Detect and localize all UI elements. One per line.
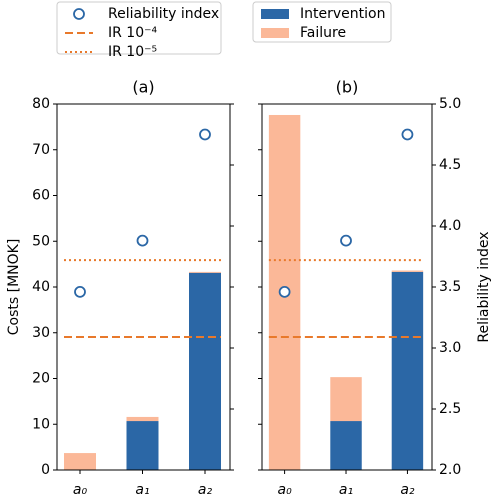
x-tick-label: a₁ bbox=[339, 482, 353, 498]
legend-patch bbox=[261, 9, 289, 19]
y2-tick-label: 4.5 bbox=[439, 157, 461, 173]
y-tick-label: 40 bbox=[32, 279, 50, 295]
panel-title: (a) bbox=[132, 78, 154, 97]
x-tick-label: a₂ bbox=[198, 482, 213, 498]
bar-segment bbox=[126, 421, 159, 470]
x-tick-label: a₁ bbox=[135, 482, 149, 498]
y-tick-label: 80 bbox=[32, 96, 50, 112]
bar-segment bbox=[330, 421, 362, 470]
bar-segment bbox=[391, 271, 424, 470]
legend-patch bbox=[261, 28, 289, 38]
y-tick-label: 70 bbox=[32, 142, 50, 158]
legend-marker bbox=[73, 8, 85, 20]
x-tick-label: a₀ bbox=[277, 482, 292, 498]
scatter-point bbox=[278, 285, 291, 298]
legend-label: IR 10⁻⁵ bbox=[108, 44, 157, 60]
y2-tick-label: 3.5 bbox=[439, 279, 461, 295]
scatter-point bbox=[340, 234, 352, 247]
legend-label: Intervention bbox=[300, 6, 385, 22]
y2-tick-label: 2.0 bbox=[439, 462, 461, 478]
plot-frame bbox=[56, 103, 231, 471]
scatter-point bbox=[199, 128, 211, 141]
scatter-point bbox=[401, 128, 414, 141]
y-tick-label: 20 bbox=[32, 371, 50, 387]
y2-axis-label: Reliability index bbox=[476, 231, 492, 342]
legend-box bbox=[56, 1, 222, 55]
y-tick-label: 30 bbox=[32, 325, 50, 341]
y2-tick-label: 3.0 bbox=[439, 340, 461, 356]
x-tick-label: a₀ bbox=[73, 482, 88, 498]
y2-tick-label: 4.0 bbox=[439, 218, 461, 234]
legend-label: Reliability index bbox=[108, 6, 219, 22]
y-tick-label: 60 bbox=[32, 188, 50, 204]
scatter-point bbox=[74, 285, 86, 298]
bar-segment bbox=[330, 377, 362, 422]
y-tick-label: 0 bbox=[41, 462, 50, 478]
bar-segment bbox=[189, 272, 221, 470]
bar-segment bbox=[126, 416, 159, 422]
y2-tick-label: 2.5 bbox=[439, 401, 461, 417]
plot-frame bbox=[261, 103, 433, 471]
bar-segment bbox=[64, 453, 96, 470]
legend-label: IR 10⁻⁴ bbox=[108, 25, 158, 41]
y-axis-label: Costs [MNOK] bbox=[6, 239, 22, 336]
bar-segment bbox=[189, 271, 221, 273]
x-tick-label: a₂ bbox=[400, 482, 415, 498]
scatter-point bbox=[136, 234, 149, 247]
y2-tick-label: 5.0 bbox=[439, 96, 461, 112]
y-tick-label: 50 bbox=[32, 233, 50, 249]
y-tick-label: 10 bbox=[32, 416, 50, 432]
bar-segment bbox=[391, 270, 424, 272]
legend-label: Failure bbox=[300, 25, 346, 41]
panel-title: (b) bbox=[336, 78, 359, 97]
